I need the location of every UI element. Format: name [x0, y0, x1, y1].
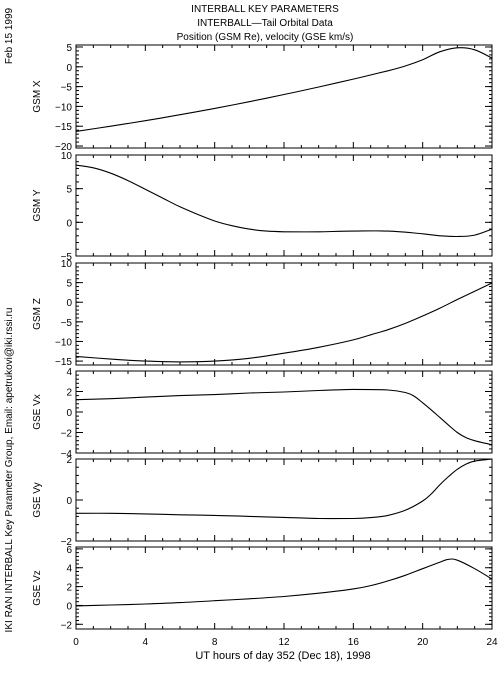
series-line — [75, 458, 493, 520]
y-tick-label: −15 — [55, 357, 72, 368]
y-tick-label: 0 — [66, 63, 72, 74]
panel-4: 2 0 −2 GSE Vy — [32, 455, 493, 548]
y-tick-label: 0 — [66, 601, 72, 612]
series-line — [75, 282, 493, 363]
y-tick-label: 10 — [61, 259, 73, 270]
panel-frame — [75, 546, 493, 630]
y-axis-label: GSM Y — [32, 189, 43, 221]
panel-frame — [75, 44, 493, 149]
y-tick-label: 10 — [61, 151, 73, 162]
series-line — [75, 388, 493, 446]
y-tick-label: 0 — [66, 496, 72, 507]
x-tick-label: 20 — [417, 637, 429, 648]
x-tick-label: 8 — [212, 637, 218, 648]
series-line — [75, 558, 493, 607]
y-tick-label: −10 — [55, 337, 72, 348]
y-tick-label: 4 — [66, 367, 72, 378]
x-tick-label: 24 — [486, 637, 498, 648]
y-tick-label: 6 — [66, 545, 72, 556]
series-line — [75, 47, 493, 132]
y-tick-label: 0 — [66, 408, 72, 419]
y-tick-label: 2 — [66, 583, 72, 594]
panel-0: 5 0 −5 −10 −15 −20 GSM X — [32, 43, 493, 153]
y-tick-label: −4 — [61, 449, 73, 460]
y-tick-label: −2 — [61, 620, 73, 631]
title-line-2: INTERBALL—Tail Orbital Data — [197, 18, 333, 29]
y-tick-label: 5 — [66, 185, 72, 196]
y-axis-label: GSM X — [32, 80, 43, 113]
y-tick-label: −2 — [61, 537, 73, 548]
y-axis-label: GSE Vy — [32, 482, 43, 517]
x-axis-label: UT hours of day 352 (Dec 18), 1998 — [195, 650, 370, 662]
y-tick-label: 2 — [66, 388, 72, 399]
y-tick-label: 0 — [66, 298, 72, 309]
x-tick-label: 4 — [143, 637, 149, 648]
series-line — [75, 164, 493, 238]
x-tick-label: 16 — [348, 637, 360, 648]
x-axis-tick-labels: 0 4 8 12 16 20 24 — [73, 637, 498, 648]
y-axis-label: GSE Vx — [32, 394, 43, 430]
y-tick-label: 4 — [66, 564, 72, 575]
panel-5: 6 4 2 0 −2 GSE Vz — [32, 545, 493, 631]
y-tick-label: −15 — [55, 122, 72, 133]
panel-frame — [75, 154, 493, 257]
date-stamp: Feb 15 1999 — [4, 7, 15, 64]
y-tick-label: −10 — [55, 102, 72, 113]
panel-frame — [75, 262, 493, 366]
x-tick-label: 0 — [73, 637, 79, 648]
y-tick-label: 2 — [66, 455, 72, 466]
title-line-3: Position (GSM Re), velocity (GSE km/s) — [177, 32, 354, 43]
panel-3: 4 2 0 −2 −4 GSE Vx — [32, 367, 493, 460]
y-tick-label: −20 — [55, 142, 72, 153]
y-tick-label: −5 — [61, 83, 73, 94]
panel-frame — [75, 458, 493, 542]
y-tick-label: −2 — [61, 429, 73, 440]
x-tick-label: 12 — [278, 637, 290, 648]
y-tick-label: 0 — [66, 218, 72, 229]
y-axis-label: GSM Z — [32, 298, 43, 330]
panel-1: 10 5 0 −5 GSM Y — [32, 151, 493, 263]
title-line-1: INTERBALL KEY PARAMETERS — [191, 4, 339, 15]
y-tick-label: −5 — [61, 252, 73, 263]
panel-2: 10 5 0 −5 −10 −15 GSM Z — [32, 259, 493, 368]
y-tick-label: 5 — [66, 279, 72, 290]
panel-frame — [75, 370, 493, 454]
credit-text: IKI RAN INTERBALL Key Parameter Group, E… — [4, 308, 15, 633]
y-axis-label: GSE Vz — [32, 570, 43, 606]
y-tick-label: −5 — [61, 318, 73, 329]
y-tick-label: 5 — [66, 43, 72, 54]
